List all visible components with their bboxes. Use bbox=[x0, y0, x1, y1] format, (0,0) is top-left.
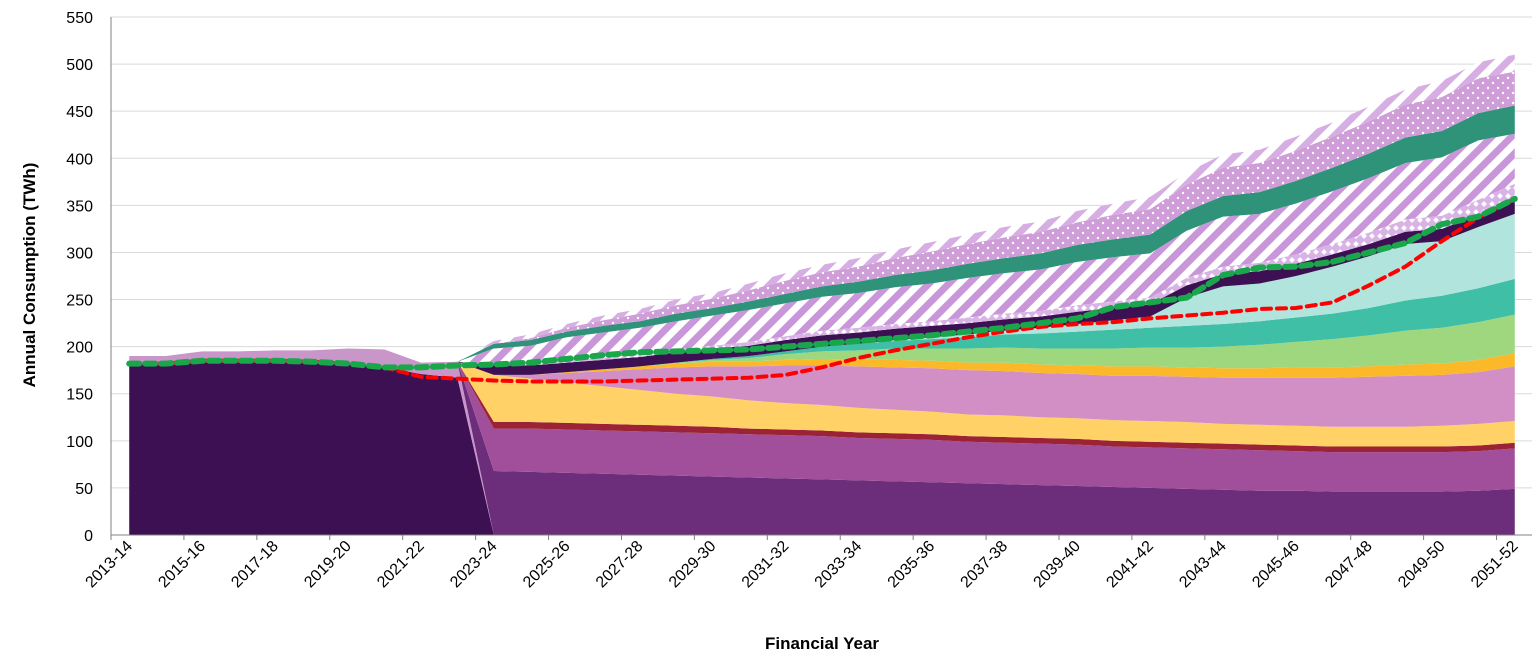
area-series-10 bbox=[129, 213, 1515, 375]
x-tick-label: 2045-46 bbox=[1249, 538, 1303, 592]
y-tick-label: 0 bbox=[84, 528, 93, 545]
area-series-7 bbox=[129, 348, 1515, 378]
x-tick-label: 2019-20 bbox=[301, 538, 355, 592]
x-tick-label: 2043-44 bbox=[1176, 538, 1230, 592]
x-tick-labels: 2013-14 2015-16 2017-18 2019-20 2021-22 2023-… bbox=[83, 538, 1522, 592]
x-tick-label: 2037-38 bbox=[958, 538, 1012, 592]
x-tick-label: 2035-36 bbox=[885, 538, 939, 592]
y-tick-label: 50 bbox=[75, 481, 93, 498]
y-tick-label: 200 bbox=[66, 340, 93, 357]
y-tick-label: 300 bbox=[66, 245, 93, 262]
axes bbox=[110, 17, 1532, 540]
x-tick-label: 2015-16 bbox=[155, 538, 209, 592]
x-tick-label: 2041-42 bbox=[1103, 538, 1157, 592]
green-dashed-line bbox=[126, 195, 1518, 371]
x-tick-label: 2013-14 bbox=[83, 538, 137, 592]
y-tick-label: 150 bbox=[66, 387, 93, 404]
area-series-8 bbox=[129, 314, 1515, 375]
area-series-5 bbox=[129, 348, 1515, 447]
trend-lines bbox=[126, 195, 1518, 384]
y-tick-labels: 0 50 100 150 200 250 300 350 400 450 500 550 bbox=[66, 10, 93, 545]
x-tick-label: 2051-52 bbox=[1468, 538, 1522, 592]
area-series-9 bbox=[129, 278, 1515, 375]
stacked-areas bbox=[129, 54, 1515, 535]
area-series-4 bbox=[129, 348, 1515, 453]
area-series-11 bbox=[129, 201, 1515, 375]
x-tick-label: 2031-32 bbox=[739, 538, 793, 592]
x-tick-label: 2017-18 bbox=[228, 538, 282, 592]
area-series-3 bbox=[129, 348, 1515, 492]
x-tick-label: 2039-40 bbox=[1031, 538, 1085, 592]
y-tick-label: 100 bbox=[66, 434, 93, 451]
x-tick-label: 2021-22 bbox=[374, 538, 428, 592]
x-tick-label: 2029-30 bbox=[666, 538, 720, 592]
y-tick-label: 350 bbox=[66, 198, 93, 215]
x-tick-label: 2023-24 bbox=[447, 538, 501, 592]
y-tick-label: 500 bbox=[66, 57, 93, 74]
x-tick-label: 2025-26 bbox=[520, 538, 574, 592]
area-series-6 bbox=[129, 348, 1515, 427]
y-tick-label: 400 bbox=[66, 151, 93, 168]
x-tick-label: 2049-50 bbox=[1395, 538, 1449, 592]
y-tick-label: 250 bbox=[66, 293, 93, 310]
y-tick-label: 550 bbox=[66, 10, 93, 27]
x-axis-title: Financial Year bbox=[765, 634, 879, 653]
area-series-0 bbox=[129, 360, 1515, 535]
area-series-13 bbox=[129, 133, 1515, 366]
x-tick-label: 2033-34 bbox=[812, 538, 866, 592]
x-tick-label: 2047-48 bbox=[1322, 538, 1376, 592]
y-tick-label: 450 bbox=[66, 104, 93, 121]
y-axis-title: Annual Consumption (TWh) bbox=[20, 163, 39, 388]
x-tick-label: 2027-28 bbox=[593, 538, 647, 592]
